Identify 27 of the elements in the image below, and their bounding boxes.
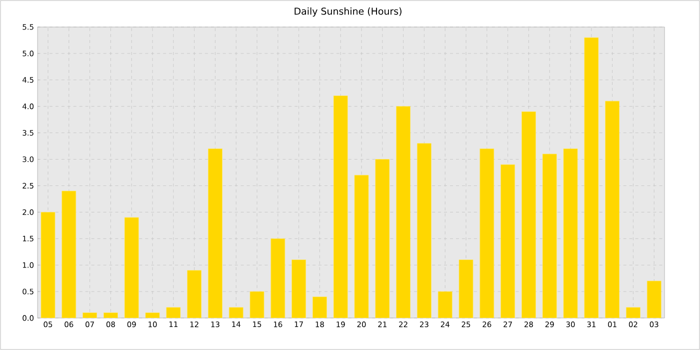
bar [187,270,202,318]
bar [417,143,432,318]
bar [458,260,474,318]
bar [605,100,620,318]
bar [646,280,662,318]
bar [480,148,494,318]
bar [396,106,411,318]
bar [584,37,599,318]
bar [438,291,452,318]
bar [166,307,180,318]
bar [62,190,76,318]
bar [522,111,536,318]
bar [40,212,56,318]
bar [500,164,516,318]
chart-title: Daily Sunshine (Hours) [294,7,402,17]
bar [270,238,286,318]
bar [208,148,222,318]
bar [626,307,640,318]
bar [229,307,244,318]
bar [375,159,390,318]
bar [354,174,369,318]
bar [292,260,306,318]
bar [333,96,348,318]
bar [312,296,327,318]
bar [542,154,557,318]
bar [563,148,578,318]
bar [124,217,139,318]
